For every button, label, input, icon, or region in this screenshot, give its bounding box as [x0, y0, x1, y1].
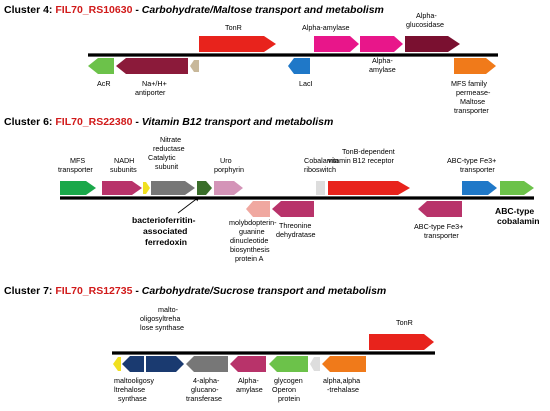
cluster-4-id: FIL70_RS10630	[55, 4, 132, 16]
gene-uroporphyrin	[214, 181, 243, 195]
bacterioferritin-pointer	[177, 196, 200, 214]
label-alpha-amylase-bottom: Alpha-amylase	[369, 56, 396, 74]
label-alpha-alpha-trehalase: alpha,alpha -trehalase	[323, 376, 360, 394]
gene-unlabeled-tan	[190, 60, 199, 72]
gene-alpha-glucosidase	[405, 36, 460, 52]
gene-tonb-b12-receptor	[328, 181, 410, 195]
label-abc-fe3-transporter-top: ABC-type Fe3+ transporter	[447, 156, 496, 174]
gene-grey-c7	[310, 357, 320, 371]
gene-glycogen-operon-protein	[269, 356, 308, 372]
gene-mfs-maltose-transporter	[454, 58, 496, 74]
gene-laci	[288, 58, 310, 74]
gene-na-h-antiporter	[116, 58, 188, 74]
gene-tonr-c7	[369, 334, 434, 350]
gene-abc-cobalamin	[500, 181, 534, 195]
gene-bacterioferritin-ferredoxin	[197, 181, 212, 195]
label-nitrate-reductase: Nitrate reductase Catalytic subunit	[148, 135, 185, 171]
label-glycogen-operon-protein: glycogen Operon protein	[272, 376, 303, 403]
gene-4-alpha-glucanotransferase	[186, 356, 228, 372]
label-alpha-amylase-top: Alpha-amylase	[302, 23, 350, 32]
label-na-h-antiporter: Na+/H+ antiporter	[135, 79, 167, 97]
gene-tonr	[199, 36, 276, 52]
gene-malto-oligosyltrehalose-synthase	[146, 356, 184, 372]
label-tonb-b12-receptor: TonB-dependent vitamin B12 receptor	[328, 147, 395, 165]
cluster-6-label: Cluster 6:	[4, 116, 52, 128]
cluster-6-description: Vitamin B12 transport and metabolism	[142, 116, 334, 128]
gene-molybdopterin	[246, 201, 270, 217]
label-abc-cobalamin: ABC-type cobalamin	[495, 206, 540, 226]
gene-yellow-small	[143, 182, 150, 194]
cluster-7-label: Cluster 7:	[4, 285, 52, 297]
cluster-7-id: FIL70_RS12735	[55, 285, 132, 297]
gene-nadh-subunits	[102, 181, 142, 195]
cluster-6-id: FIL70_RS22380	[55, 116, 132, 128]
label-tonr-c7: TonR	[396, 318, 413, 327]
gene-abc-fe3-transporter-blue	[462, 181, 497, 195]
label-4-alpha-glucanotransferase: 4-alpha-glucano-transferase	[186, 376, 222, 403]
label-alpha-glucosidase: Alpha-glucosidase	[406, 11, 444, 29]
label-threonine-dehydratase: Threonine dehydratase	[276, 221, 316, 239]
gene-yellow-c7	[113, 357, 121, 371]
gene-alpha-amylase-2	[360, 36, 403, 52]
gene-maltooligosyltrehalose-synthase	[122, 356, 144, 372]
cluster-4: Cluster 4: FIL70_RS10630 - Carbohydrate/…	[4, 4, 498, 115]
cluster-4-label: Cluster 4:	[4, 4, 52, 16]
label-cobalamin-riboswitch: Cobalamin riboswitch	[304, 156, 338, 174]
cluster-4-title: Cluster 4: FIL70_RS10630 - Carbohydrate/…	[4, 4, 384, 16]
label-molybdopterin: molybdopterin-guanine dinucleotide biosynt…	[229, 218, 277, 263]
label-tonr: TonR	[225, 23, 242, 32]
label-laci: LacI	[299, 79, 313, 88]
label-bacterioferritin-ferredoxin: bacterioferritin-associated ferredoxin	[132, 215, 196, 247]
cluster-7: Cluster 7: FIL70_RS12735 - Carbohydrate/…	[4, 285, 435, 403]
gene-threonine-dehydratase	[272, 201, 314, 217]
gene-mfs-transporter	[60, 181, 96, 195]
gene-abc-fe3-transporter-purple	[418, 201, 462, 217]
label-maltooligosyltrehalose-synthase: maltooligosy ltrehalose synthase	[114, 376, 154, 403]
gene-cobalamin-riboswitch	[316, 181, 325, 195]
label-uroporphyrin: Uro porphyrin	[214, 156, 244, 174]
label-mfs-transporter: MFS transporter	[58, 156, 93, 174]
cluster-7-title: Cluster 7: FIL70_RS12735 - Carbohydrate/…	[4, 285, 386, 297]
gene-nitrate-reductase	[151, 181, 195, 195]
cluster-6-title: Cluster 6: FIL70_RS22380 - Vitamin B12 t…	[4, 116, 333, 128]
cluster-7-description: Carbohydrate/Sucrose transport and metab…	[142, 285, 386, 297]
label-alpha-amylase-c7: Alpha-amylase	[236, 376, 263, 394]
label-acr: AcR	[97, 79, 111, 88]
cluster-4-description: Carbohydrate/Maltose transport and metab…	[142, 4, 384, 16]
gene-alpha-amylase-c7	[230, 356, 266, 372]
cluster-6: Cluster 6: FIL70_RS22380 - Vitamin B12 t…	[4, 116, 540, 263]
label-abc-fe3-transporter-bottom: ABC-type Fe3+ transporter	[414, 222, 463, 240]
label-mfs-maltose: MFS family permease-Maltose transporter	[451, 79, 491, 115]
gene-acr	[88, 58, 114, 74]
gene-alpha-alpha-trehalase	[322, 356, 366, 372]
gene-alpha-amylase-1	[314, 36, 359, 52]
label-malto-oligosyltrehalose-synthase: malto-oligosyltreha lose synthase	[140, 305, 184, 332]
label-nadh-subunits: NADH subunits	[110, 156, 137, 174]
